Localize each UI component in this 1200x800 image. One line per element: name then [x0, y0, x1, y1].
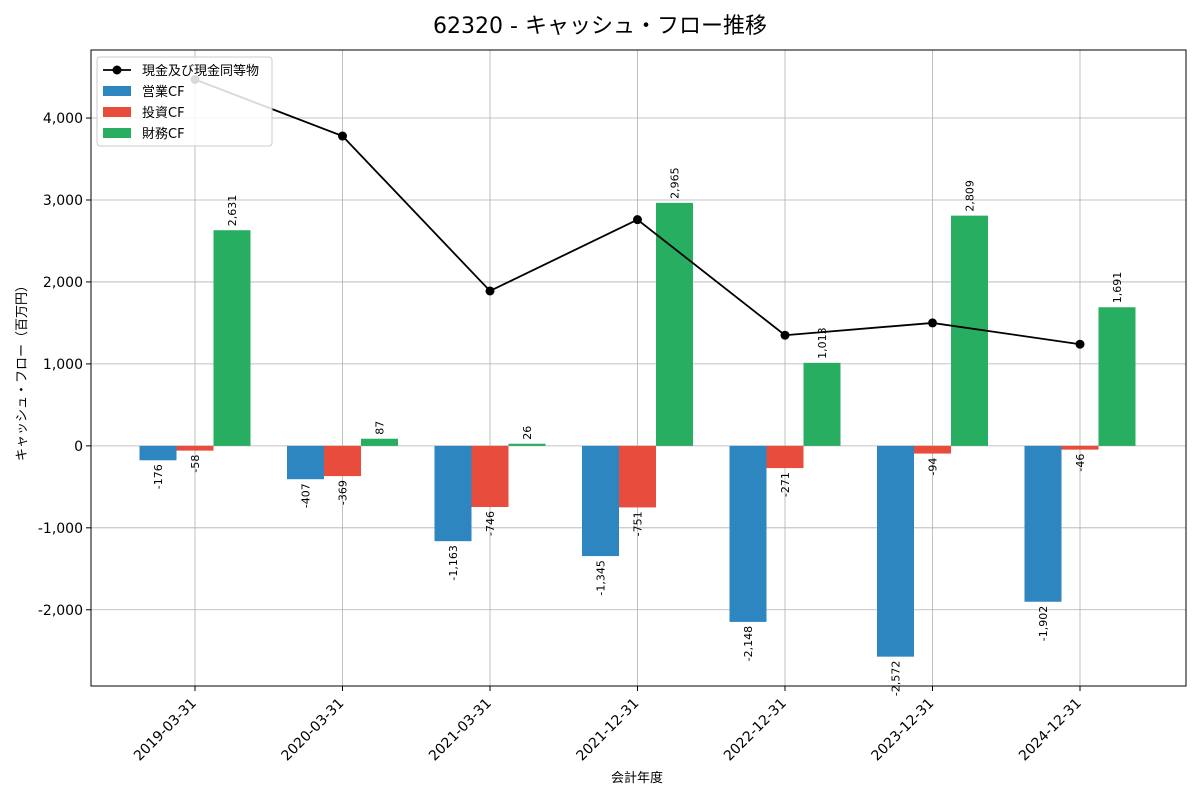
x-tick-label-3: 2021-12-31: [573, 696, 642, 765]
legend-label-0: 現金及び現金同等物: [142, 63, 259, 79]
x-tick-label-1: 2020-03-31: [278, 696, 347, 765]
cash-point-1: [338, 131, 347, 141]
data-label-2-1: -369: [337, 480, 350, 505]
bar-3-6: [1098, 307, 1136, 446]
bar-1-1: [287, 445, 324, 480]
cash-line-series: [190, 75, 1085, 349]
grid: [91, 50, 1186, 686]
data-label-1-1: -407: [300, 483, 313, 508]
data-label-3-1: 87: [374, 421, 387, 435]
y-axis-ticks: -2,000 -1,000 0 1,000 2,000 3,000 4,000: [38, 111, 91, 619]
y-tick-label-2: 0: [74, 439, 83, 455]
data-label-1-4: -2,148: [742, 626, 755, 661]
bar-3-1: [361, 438, 398, 446]
y-tick-label-5: 3,000: [43, 193, 83, 209]
bar-2-0: [176, 445, 214, 451]
data-label-3-4: 1,013: [816, 327, 829, 359]
bar-1-3: [582, 445, 619, 557]
legend-swatch-3: [103, 128, 131, 138]
data-label-1-0: -176: [152, 464, 165, 489]
legend-swatch-2: [103, 107, 131, 117]
bar-3-0: [213, 230, 251, 446]
bar-1-0: [139, 445, 177, 461]
legend-swatch-1: [103, 86, 131, 96]
data-label-1-5: -2,572: [890, 661, 903, 696]
data-label-1-2: -1,163: [447, 545, 460, 580]
y-tick-label-3: 1,000: [43, 357, 83, 373]
bar-2-6: [1061, 445, 1099, 450]
x-tick-label-6: 2024-12-31: [1016, 696, 1085, 765]
data-label-3-3: 2,965: [669, 167, 682, 199]
data-label-2-0: -58: [189, 455, 202, 473]
legend-label-2: 投資CF: [142, 105, 185, 121]
cash-point-4: [780, 330, 790, 340]
data-label-3-2: 26: [521, 426, 534, 440]
x-tick-label-5: 2023-12-31: [868, 696, 937, 765]
y-axis-label: キャッシュ・フロー（百万円）: [15, 279, 30, 461]
bar-1-2: [434, 445, 472, 542]
data-label-2-2: -746: [484, 511, 497, 536]
bar-2-5: [914, 445, 951, 454]
cash-point-6: [1075, 339, 1085, 349]
cash-point-5: [928, 318, 937, 328]
plot-frame: [90, 49, 1187, 687]
bar-3-4: [803, 362, 841, 446]
bar-2-3: [619, 445, 656, 508]
legend-label-3: 財務CF: [142, 127, 185, 142]
chart-title: 62320 - キャッシュ・フロー推移: [433, 14, 767, 39]
legend-box: [96, 56, 273, 147]
bar-3-2: [508, 443, 546, 446]
bar-1-6: [1024, 445, 1062, 602]
y-tick-label-1: -1,000: [38, 521, 83, 537]
bars: [139, 202, 1136, 657]
y-tick-label-6: 4,000: [43, 111, 83, 127]
data-label-1-3: -1,345: [595, 560, 608, 595]
y-tick-label-0: -2,000: [38, 603, 83, 619]
legend-swatch-marker: [112, 65, 122, 75]
data-label-3-5: 2,809: [964, 180, 977, 212]
bar-2-2: [471, 445, 509, 508]
data-label-2-4: -271: [779, 472, 792, 497]
bar-2-4: [766, 445, 804, 469]
data-label-2-6: -46: [1074, 454, 1087, 472]
x-tick-label-0: 2019-03-31: [131, 696, 200, 765]
data-labels: -176 -407 -1,163 -1,345 -2,148 -2,572 -1,902 -5…: [152, 167, 1124, 696]
y-tick-label-4: 2,000: [43, 275, 83, 291]
data-label-2-5: -94: [927, 458, 940, 476]
data-label-3-0: 2,631: [226, 195, 239, 227]
data-label-3-6: 1,691: [1111, 272, 1124, 304]
x-axis-label: 会計年度: [611, 770, 663, 786]
bar-2-1: [324, 445, 361, 477]
x-tick-label-4: 2022-12-31: [721, 696, 790, 765]
data-label-2-3: -751: [632, 511, 645, 536]
x-tick-label-2: 2021-03-31: [426, 696, 495, 765]
cash-point-3: [633, 215, 642, 225]
cash-point-2: [485, 286, 495, 296]
bar-3-3: [656, 202, 693, 446]
bar-1-4: [729, 445, 767, 622]
x-axis-ticks: 2019-03-31 2020-03-31 2021-03-31 2021-12-31…: [131, 686, 1085, 764]
data-label-1-6: -1,902: [1037, 606, 1050, 641]
legend-label-1: 営業CF: [142, 84, 185, 100]
bar-1-5: [877, 445, 914, 657]
